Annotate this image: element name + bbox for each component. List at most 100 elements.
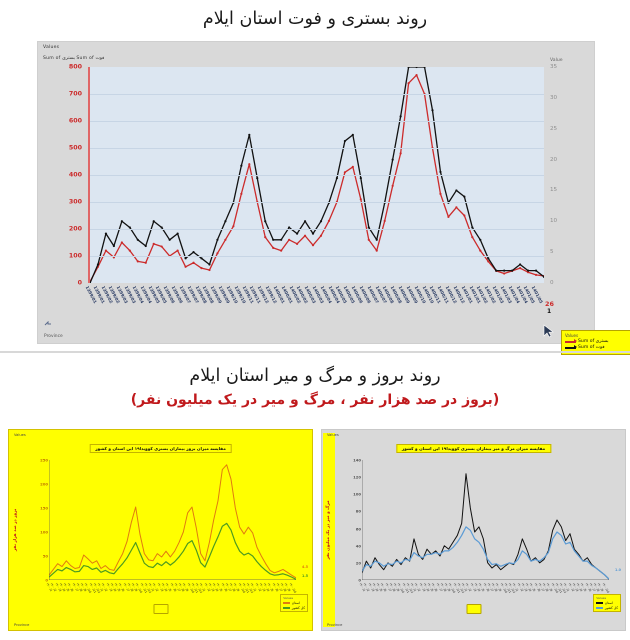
plot-area-mortality <box>362 460 609 581</box>
chart-banner-title: مقایسه میزان مرگ و میر بیماران بستری کوو… <box>395 444 552 453</box>
end-value-orange: 4.5 <box>301 565 308 569</box>
legend-item[interactable]: استان <box>283 601 305 605</box>
y-axis-tick-left: 500 <box>68 144 82 152</box>
gridline <box>90 229 544 230</box>
panel-header-values: Values <box>43 45 60 50</box>
page-subtitle-2: (بروز در صد هزار نفر ، مرگ و میر در یک م… <box>130 392 500 408</box>
y-axis-tick: 0 <box>45 577 48 583</box>
gridline <box>90 148 544 149</box>
y-axis-tick: 80 <box>355 508 361 514</box>
y-axis-ticks: 250 200 150 100 50 0 <box>33 457 49 583</box>
panel-header-series: Sum of بستری Sum of فوت <box>43 56 105 61</box>
x-axis-labels: 1399/01 1399/01 1399/02 1399/02 1399/03 1399/… <box>85 285 545 347</box>
gridline <box>90 94 544 95</box>
legend-item[interactable]: کل کشور <box>283 606 305 610</box>
panel-header: Values Sum of بستری Sum of فوت <box>43 45 243 61</box>
y-axis-tick-left: 800 <box>68 63 82 71</box>
section-hospitalization-death: روند بستری و فوت استان ایلام Values Sum … <box>37 9 630 355</box>
y-axis-tick: 20 <box>355 560 361 566</box>
y-axis-tick: 100 <box>40 529 48 535</box>
y-axis-tick: 150 <box>40 505 48 511</box>
legend-item[interactable]: Sum of بستری <box>565 339 630 344</box>
y-axis-tick: 140 <box>353 457 361 463</box>
line-swatch-icon <box>283 602 291 604</box>
legend-item-label: Sum of فوت <box>578 345 605 350</box>
chart-toggle-button[interactable] <box>153 604 168 614</box>
y-axis-right-caption: Value <box>550 58 563 63</box>
line-chart-main <box>88 65 546 285</box>
y-axis-tick: 60 <box>355 526 361 532</box>
chart-toggle-button[interactable] <box>466 604 481 614</box>
y-axis-tick-right: 20 <box>550 156 558 163</box>
y-axis-tick: 0 <box>358 577 361 583</box>
y-axis-left: 800 700 600 500 400 300 200 100 0 <box>38 63 86 287</box>
end-value-red: 26 <box>545 300 554 308</box>
panel-footer: Province <box>44 334 63 339</box>
y-axis-tick-right: 0 <box>550 280 554 286</box>
y-axis-tick: 40 <box>355 543 361 549</box>
legend-item[interactable]: استان <box>596 601 618 605</box>
y-axis-tick-left: 700 <box>68 90 82 98</box>
y-axis-tick-right: 35 <box>550 64 558 70</box>
legend-item-label: کل کشور <box>604 606 618 610</box>
gridline <box>90 121 544 122</box>
y-axis-tick: 120 <box>353 474 361 480</box>
y-axis-tick-left: 100 <box>68 252 82 260</box>
section-divider <box>0 351 630 353</box>
resize-handle-icon[interactable] <box>44 321 52 329</box>
legend-item-label: کل کشور <box>291 606 305 610</box>
end-value-green: 1.5 <box>301 574 308 578</box>
legend-mortality[interactable]: Values استان کل کشور <box>593 594 621 612</box>
legend-item-label: Sum of بستری <box>578 339 609 344</box>
chart-panel-main: Values Sum of بستری Sum of فوت 800 700 600… <box>37 41 630 355</box>
legend-title: Values <box>565 333 579 338</box>
panel-header: Values <box>14 433 26 437</box>
y-axis-tick: 250 <box>40 457 48 463</box>
y-axis-tick: 200 <box>40 481 48 487</box>
y-axis-tick-right: 25 <box>550 125 558 132</box>
chart-banner-title: مقایسه میزان بروز بیماران بستری کوویدا۱۹… <box>89 444 232 453</box>
y-axis-tick-left: 400 <box>68 171 82 179</box>
y-axis-tick-left: 300 <box>68 198 82 206</box>
chart-panel-incidence: Values مقایسه میزان بروز بیماران بستری ک… <box>8 429 313 631</box>
y-axis-tick-right: 5 <box>550 249 554 256</box>
y-axis-label: بروز در صد هزار نفر <box>12 508 17 552</box>
legend-item-label: استان <box>291 601 301 605</box>
line-arrow-icon <box>565 345 577 349</box>
gridline <box>90 256 544 257</box>
page-title-2: روند بروز و مرگ و میر استان ایلام <box>189 366 441 386</box>
line-swatch-icon <box>283 607 291 609</box>
end-value-blue: 1.0 <box>614 568 621 572</box>
y-axis-tick-right: 15 <box>550 187 558 194</box>
page-title-1: روند بستری و فوت استان ایلام <box>202 9 428 29</box>
line-swatch-icon <box>596 607 604 609</box>
legend-item-label: استان <box>604 601 614 605</box>
legend-main[interactable]: Values Sum of بستری Sum of فوت <box>561 330 630 355</box>
gridline <box>90 202 544 203</box>
y-axis-tick-left: 600 <box>68 117 82 125</box>
line-arrow-icon <box>565 339 577 343</box>
end-value-black: 1 <box>547 308 552 315</box>
y-axis-tick-right: 10 <box>550 218 558 225</box>
y-axis-tick-right: 30 <box>550 94 558 101</box>
y-axis-tick: 50 <box>42 553 48 559</box>
cursor-arrow-icon <box>543 324 554 338</box>
section-incidence-mortality: روند بروز و مرگ و میر استان ایلام (بروز … <box>0 355 630 640</box>
line-chart-incidence <box>49 460 296 581</box>
legend-item[interactable]: کل کشور <box>596 606 618 610</box>
legend-item[interactable]: Sum of فوت <box>565 345 630 350</box>
x-axis-labels: ۱۴۰۰/1 ۱۴۰۰/2 ۱۴۰۰/3 ۱۴۰۰/4 ۱۴۰۰/5 ۱۴۰۰/6 ۱۴۰۰… <box>358 582 611 626</box>
gridline <box>90 175 544 176</box>
y-axis-right: Value 35 30 25 20 15 10 5 0 <box>544 58 588 286</box>
chart-panel-mortality: Values مقایسه میزان مرگ و میر بیماران بس… <box>321 429 626 631</box>
y-axis-label: مرگ و میر در یک میلیون نفر <box>325 500 330 560</box>
line-swatch-icon <box>596 602 604 604</box>
plot-area-incidence <box>49 460 296 581</box>
y-axis-tick-left: 0 <box>77 279 82 287</box>
y-axis-tick: 100 <box>353 491 361 497</box>
y-axis-ticks: 140 120 100 80 60 40 20 0 <box>346 457 362 583</box>
legend-title: Values <box>283 596 294 600</box>
panel-header: Values <box>327 433 339 437</box>
legend-incidence[interactable]: Values استان کل کشور <box>280 594 308 612</box>
